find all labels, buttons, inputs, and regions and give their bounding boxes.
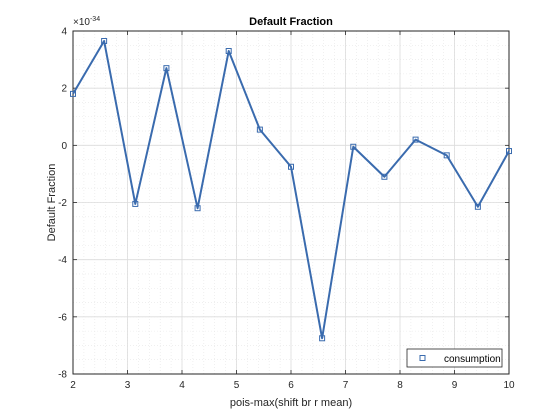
data-point-marker xyxy=(506,148,512,155)
data-point-marker xyxy=(288,163,294,170)
data-point-marker xyxy=(194,205,201,212)
x-tick-label: 8 xyxy=(397,380,403,391)
data-point-marker xyxy=(443,152,450,159)
x-axis-label: pois-max(shift br r mean) xyxy=(230,397,352,409)
series-line xyxy=(72,40,510,340)
data-point-marker xyxy=(163,65,170,72)
y-axis-label: Default Fraction xyxy=(46,164,58,242)
legend-marker-square xyxy=(419,355,426,361)
data-point-marker xyxy=(225,48,232,55)
data-point-marker xyxy=(412,136,419,143)
legend-box xyxy=(406,348,503,368)
y-tick-label: -6 xyxy=(58,312,67,323)
x-tick-label: 10 xyxy=(503,380,515,391)
x-tick-label: 5 xyxy=(234,380,240,391)
y-exponent-base: ×10 xyxy=(73,17,90,28)
legend: consumption xyxy=(406,348,503,368)
data-point-marker xyxy=(256,126,263,133)
data-series xyxy=(70,38,512,342)
y-tick-label: -4 xyxy=(58,255,67,266)
y-tick-label: 4 xyxy=(61,27,67,38)
chart-title: Default Fraction xyxy=(249,16,333,28)
data-point-marker xyxy=(132,200,139,207)
axis-ticks xyxy=(72,30,510,375)
data-point-marker xyxy=(70,90,76,97)
y-exponent-power: -34 xyxy=(90,16,100,23)
x-tick-label: 6 xyxy=(288,380,294,391)
data-point-marker xyxy=(381,173,388,180)
y-tick-label: -2 xyxy=(58,198,67,209)
data-point-marker xyxy=(319,335,326,342)
data-point-marker xyxy=(101,38,108,45)
y-tick-label: 2 xyxy=(61,84,67,95)
x-tick-label: 3 xyxy=(125,380,131,391)
x-tick-label: 7 xyxy=(343,380,349,391)
data-point-marker xyxy=(350,143,357,150)
legend-entry-consumption: consumption xyxy=(444,354,501,365)
y-axis-exponent: ×10-34 xyxy=(73,16,100,28)
x-tick-label: 4 xyxy=(179,380,185,391)
y-tick-labels: -8 -6 -4 -2 0 2 4 xyxy=(58,27,67,381)
x-tick-label: 2 xyxy=(70,380,76,391)
x-tick-label: 9 xyxy=(452,380,458,391)
y-tick-label: 0 xyxy=(61,141,67,152)
y-tick-label: -8 xyxy=(58,370,67,381)
major-grid xyxy=(72,30,510,375)
data-point-marker xyxy=(474,203,481,210)
x-tick-labels: 2 3 4 5 6 7 8 9 10 xyxy=(70,380,515,391)
